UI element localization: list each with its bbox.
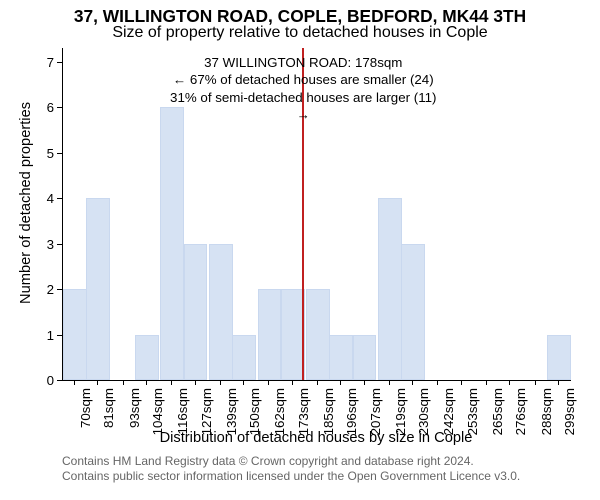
x-tick-label: 104sqm (150, 388, 165, 436)
histogram-bar (63, 289, 87, 380)
annotation-line-2: ← 67% of detached houses are smaller (24… (163, 71, 443, 88)
histogram-bar (86, 198, 110, 380)
x-tick-mark (292, 380, 293, 385)
x-tick-mark (461, 380, 462, 385)
x-tick-mark (74, 380, 75, 385)
x-tick-label: 173sqm (296, 388, 311, 436)
y-tick-mark (57, 244, 62, 245)
footer-line-1: Contains HM Land Registry data © Crown c… (62, 454, 520, 469)
x-tick-label: 276sqm (513, 388, 528, 436)
y-tick-mark (57, 198, 62, 199)
plot-area: 37 WILLINGTON ROAD: 178sqm ← 67% of deta… (62, 48, 571, 381)
x-tick-mark (146, 380, 147, 385)
x-tick-label: 81sqm (101, 388, 116, 436)
x-tick-mark (486, 380, 487, 385)
histogram-bar (232, 335, 256, 380)
histogram-bar (160, 107, 184, 380)
y-tick-label: 1 (32, 328, 54, 343)
x-tick-label: 242sqm (441, 388, 456, 436)
x-tick-label: 162sqm (272, 388, 287, 436)
x-tick-label: 196sqm (344, 388, 359, 436)
x-tick-label: 288sqm (539, 388, 554, 436)
x-tick-mark (97, 380, 98, 385)
x-tick-mark (220, 380, 221, 385)
y-tick-mark (57, 153, 62, 154)
x-tick-mark (412, 380, 413, 385)
x-tick-label: 127sqm (199, 388, 214, 436)
x-tick-label: 93sqm (127, 388, 142, 436)
x-tick-label: 299sqm (562, 388, 577, 436)
histogram-bar (353, 335, 377, 380)
histogram-bar (135, 335, 159, 380)
y-tick-mark (57, 62, 62, 63)
y-tick-label: 5 (32, 146, 54, 161)
x-tick-label: 139sqm (224, 388, 239, 436)
title-line-2: Size of property relative to detached ho… (0, 24, 600, 42)
x-tick-label: 185sqm (321, 388, 336, 436)
x-tick-mark (268, 380, 269, 385)
x-tick-label: 219sqm (393, 388, 408, 436)
annotation-box: 37 WILLINGTON ROAD: 178sqm ← 67% of deta… (163, 54, 443, 123)
x-tick-label: 253sqm (465, 388, 480, 436)
histogram-bar (306, 289, 330, 380)
histogram-bar (378, 198, 402, 380)
chart-container: 37, WILLINGTON ROAD, COPLE, BEDFORD, MK4… (0, 0, 600, 500)
x-tick-label: 265sqm (490, 388, 505, 436)
histogram-bar (401, 244, 425, 380)
annotation-line-3: 31% of semi-detached houses are larger (… (163, 89, 443, 124)
y-tick-label: 7 (32, 55, 54, 70)
y-tick-mark (57, 289, 62, 290)
y-tick-label: 6 (32, 100, 54, 115)
y-tick-label: 4 (32, 191, 54, 206)
annotation-line-1: 37 WILLINGTON ROAD: 178sqm (163, 54, 443, 71)
histogram-bar (329, 335, 353, 380)
x-tick-mark (317, 380, 318, 385)
x-tick-mark (195, 380, 196, 385)
footer-text: Contains HM Land Registry data © Crown c… (62, 454, 520, 484)
histogram-bar (209, 244, 233, 380)
histogram-bar (281, 289, 305, 380)
x-tick-label: 207sqm (368, 388, 383, 436)
footer-line-2: Contains public sector information licen… (62, 469, 520, 484)
x-tick-label: 70sqm (78, 388, 93, 436)
y-tick-mark (57, 380, 62, 381)
x-tick-mark (123, 380, 124, 385)
x-tick-mark (437, 380, 438, 385)
x-tick-mark (171, 380, 172, 385)
x-tick-mark (364, 380, 365, 385)
x-tick-label: 230sqm (416, 388, 431, 436)
y-tick-label: 2 (32, 282, 54, 297)
y-tick-label: 3 (32, 237, 54, 252)
histogram-bar (184, 244, 208, 380)
x-tick-label: 150sqm (247, 388, 262, 436)
x-tick-mark (340, 380, 341, 385)
y-tick-mark (57, 335, 62, 336)
x-tick-label: 116sqm (175, 388, 190, 436)
x-tick-mark (243, 380, 244, 385)
x-tick-mark (558, 380, 559, 385)
x-tick-mark (389, 380, 390, 385)
y-tick-label: 0 (32, 373, 54, 388)
histogram-bar (258, 289, 282, 380)
x-tick-mark (535, 380, 536, 385)
histogram-bar (547, 335, 571, 380)
y-tick-mark (57, 107, 62, 108)
x-tick-mark (509, 380, 510, 385)
